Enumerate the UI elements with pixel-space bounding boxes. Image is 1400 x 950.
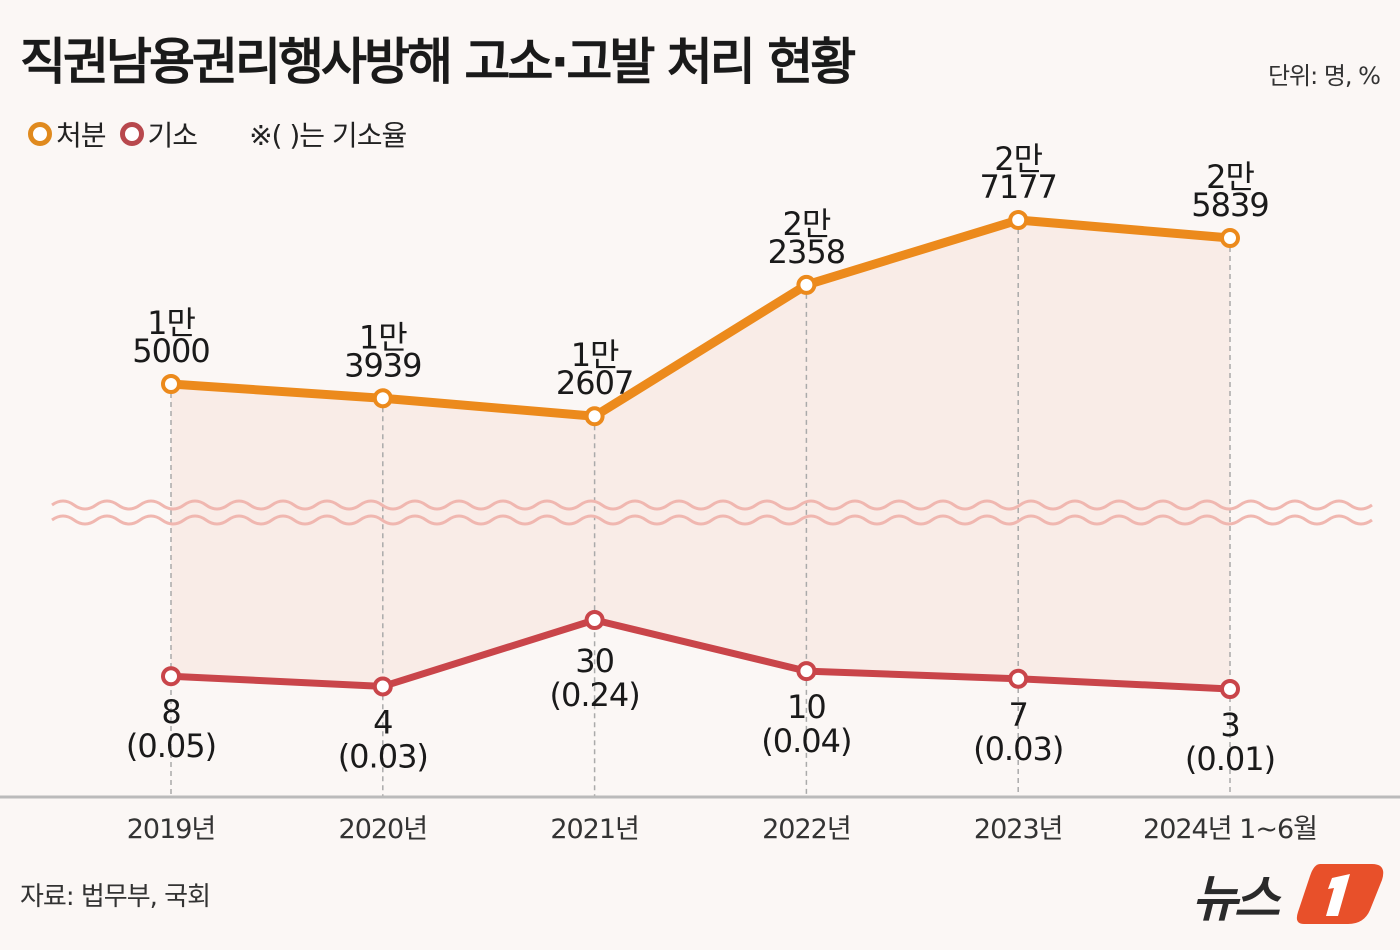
data-label-indictment: 30	[575, 642, 614, 680]
data-label-disposal: 3939	[344, 346, 421, 384]
data-label-disposal: 5000	[132, 332, 209, 370]
legend-note: ※( )는 기소율	[249, 119, 407, 152]
point-disposal	[372, 388, 393, 409]
legend-label-disposal: 처분	[56, 119, 107, 152]
data-label-indictment: 3	[1220, 706, 1239, 744]
data-label-disposal-man: 2만	[1206, 158, 1254, 196]
point-disposal	[161, 374, 181, 394]
data-label-indictment: 4	[373, 703, 392, 741]
news1-logo: 뉴스	[1192, 858, 1387, 932]
data-label-disposal-man: 2만	[994, 140, 1042, 178]
data-label-disposal-man: 1만	[147, 304, 195, 342]
line-disposal	[170, 215, 1231, 421]
legend-marker-indictment	[119, 122, 144, 146]
data-label-indictment-rate: (0.24)	[549, 676, 639, 714]
point-indictment	[372, 676, 393, 697]
svg-text:뉴스: 뉴스	[1192, 870, 1282, 928]
unit-label: 단위: 명, %	[1267, 62, 1381, 90]
data-label-disposal-man: 1만	[359, 318, 407, 356]
point-indictment	[1008, 668, 1029, 689]
source-note: 자료: 법무부, 국회	[20, 882, 211, 912]
data-label-indictment: 8	[161, 693, 180, 731]
legend-marker-disposal	[28, 122, 52, 146]
data-label-indictment: 10	[787, 688, 826, 726]
point-indictment	[584, 610, 605, 630]
x-tick-label: 2023년	[974, 814, 1063, 845]
area-fill	[171, 220, 1230, 689]
line-indictment	[170, 616, 1231, 693]
data-label-indictment-rate: (0.03)	[338, 737, 428, 775]
axis-break-wave	[51, 499, 1373, 511]
data-label-disposal-man: 1만	[571, 336, 619, 374]
data-label-indictment: 7	[1009, 696, 1028, 734]
x-tick-label: 2019년	[127, 814, 216, 845]
data-label-disposal: 2607	[556, 364, 633, 402]
point-indictment	[161, 666, 181, 687]
point-indictment	[1220, 679, 1240, 699]
point-disposal	[1008, 210, 1029, 230]
chart-title: 직권남용권리행사방해 고소·고발 처리 현황	[20, 33, 856, 91]
data-label-disposal: 5839	[1191, 186, 1268, 224]
data-label-indictment-rate: (0.01)	[1185, 740, 1275, 778]
data-label-disposal: 7177	[979, 168, 1056, 206]
x-tick-label: 2021년	[550, 814, 639, 845]
axis-break-wave	[51, 514, 1373, 526]
point-disposal	[584, 406, 605, 427]
data-label-indictment-rate: (0.03)	[973, 730, 1063, 768]
data-label-indictment-rate: (0.04)	[761, 722, 851, 760]
legend-label-indictment: 기소	[147, 119, 199, 152]
x-tick-label: 2020년	[339, 814, 428, 845]
data-label-disposal: 2358	[768, 233, 845, 271]
x-tick-label: 2022년	[762, 814, 851, 845]
x-tick-label: 2024년 1~6월	[1143, 814, 1317, 845]
point-disposal	[796, 274, 817, 295]
data-label-disposal-man: 2만	[782, 205, 830, 243]
data-label-indictment-rate: (0.05)	[126, 727, 216, 765]
point-disposal	[1220, 228, 1240, 249]
legend: 처분 기소 ※( )는 기소율	[28, 114, 407, 154]
point-indictment	[796, 661, 817, 682]
